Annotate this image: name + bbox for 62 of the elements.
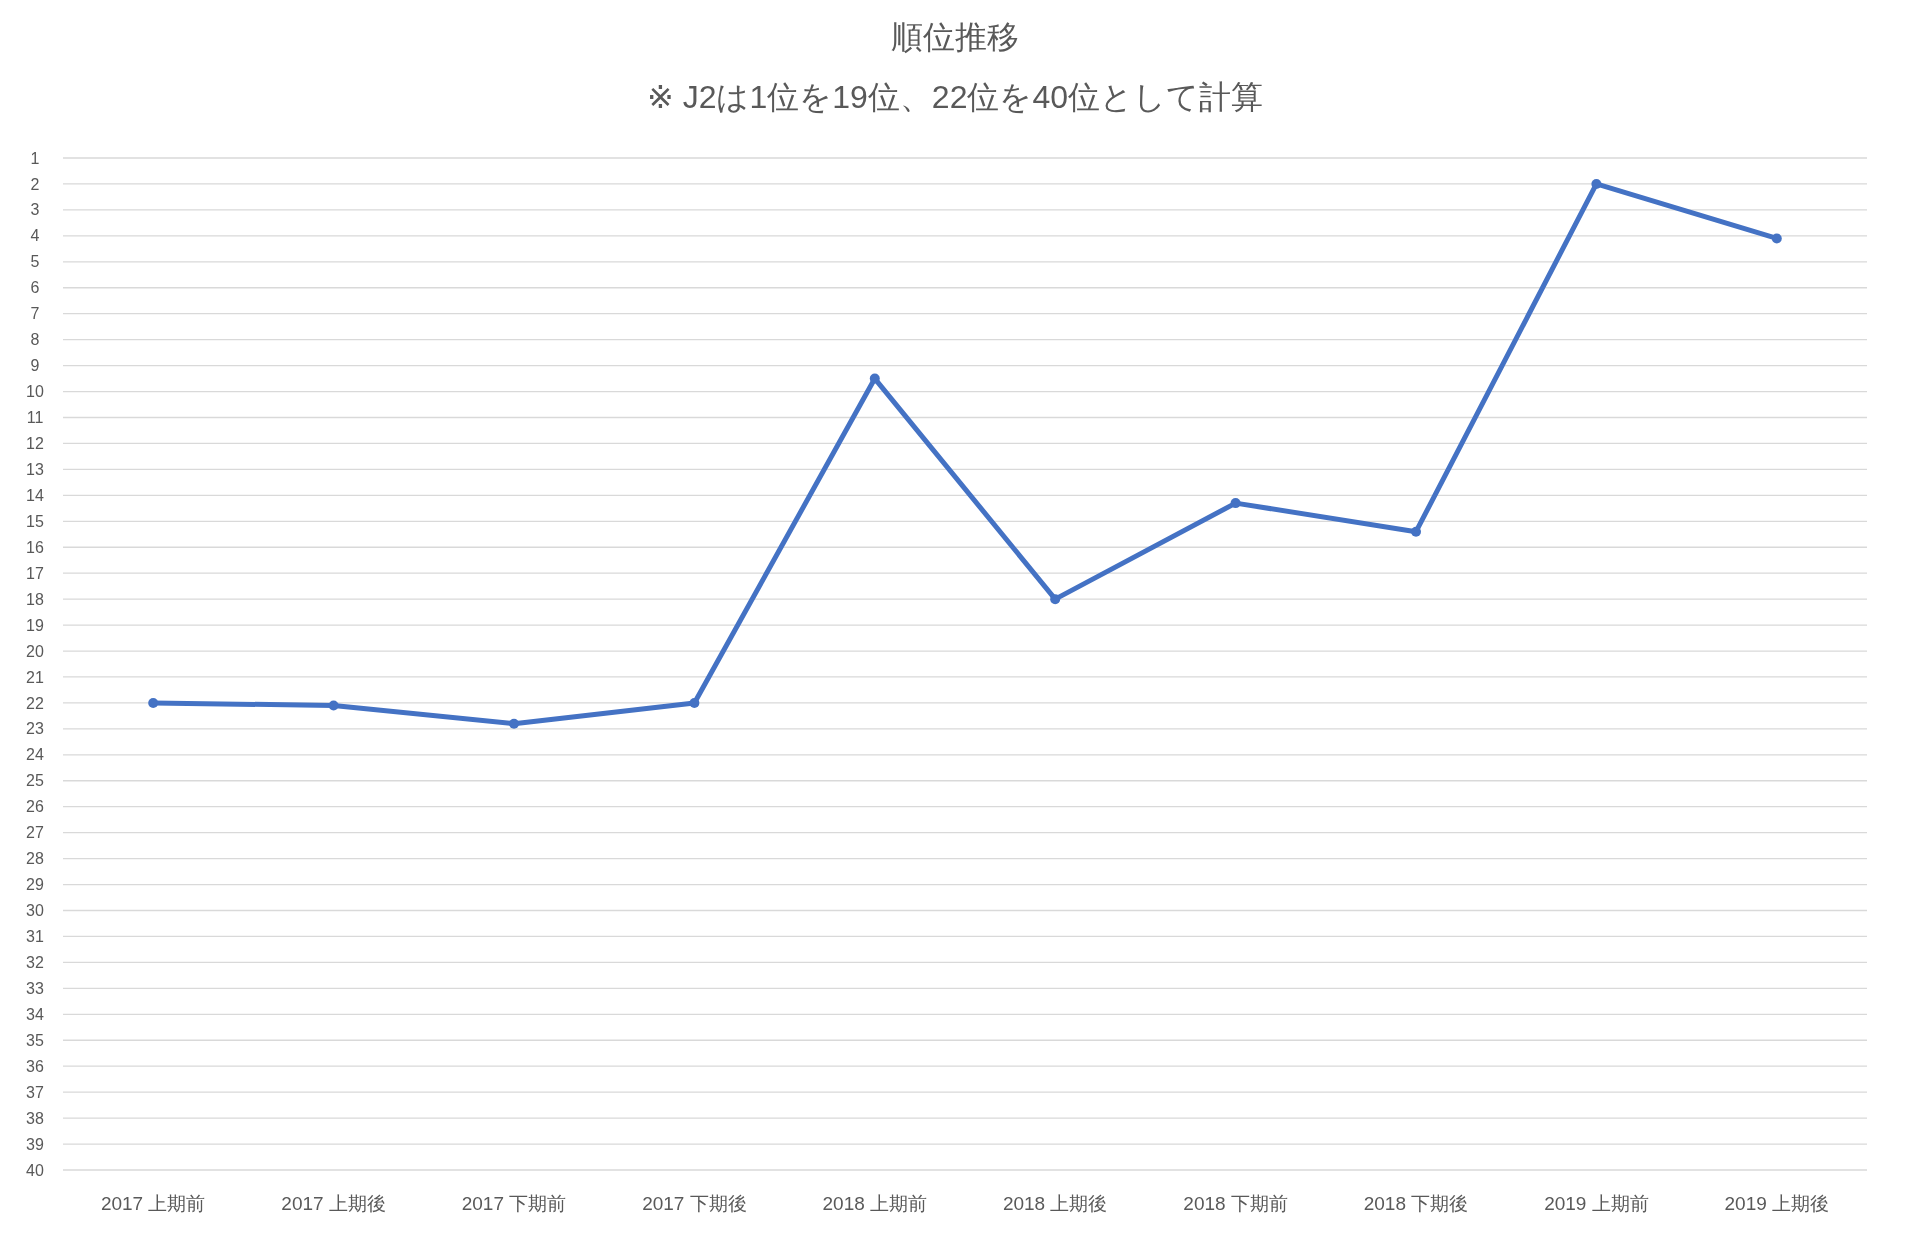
y-tick-label: 10 — [26, 383, 44, 401]
y-tick-label: 27 — [26, 824, 44, 842]
x-tick-label: 2019 上期前 — [1544, 1193, 1649, 1214]
y-tick-label: 7 — [30, 305, 40, 323]
y-tick-label: 9 — [30, 357, 40, 375]
y-tick-label: 13 — [26, 460, 44, 478]
y-tick-label: 39 — [26, 1135, 44, 1153]
x-tick-label: 2018 下期前 — [1183, 1193, 1288, 1214]
point — [1771, 233, 1782, 244]
y-tick-label: 26 — [26, 798, 44, 816]
y-tick-label: 23 — [26, 720, 44, 738]
y-tick-label: 3 — [30, 201, 40, 219]
x-tick-label: 2018 上期後 — [1002, 1193, 1108, 1214]
y-tick-label: 1 — [30, 149, 40, 167]
chart-title: 順位推移 — [891, 19, 1019, 55]
y-tick-label: 33 — [26, 979, 44, 997]
x-tick-label: 2017 上期前 — [100, 1193, 206, 1214]
y-tick-label: 40 — [26, 1161, 44, 1179]
x-tick-label: 2017 上期後 — [281, 1193, 386, 1214]
y-tick-label: 6 — [30, 279, 40, 297]
point — [1230, 498, 1241, 509]
point — [869, 373, 880, 384]
y-tick-label: 38 — [26, 1109, 44, 1127]
point — [689, 697, 700, 708]
y-tick-label: 22 — [26, 694, 44, 712]
chart-subtitle: ※ J2は1位を19位、22位を40位として計算 — [646, 79, 1264, 115]
x-tick-label: 2017 下期前 — [461, 1193, 567, 1214]
y-tick-label: 18 — [26, 590, 44, 608]
y-tick-label: 32 — [26, 954, 44, 972]
y-tick-label: 14 — [26, 486, 44, 504]
point — [1050, 594, 1061, 605]
x-tick-label: 2018 上期前 — [822, 1193, 928, 1214]
y-tick-label: 8 — [30, 331, 40, 349]
y-tick-label: 34 — [26, 1005, 44, 1023]
x-tick-label: 2018 下期後 — [1363, 1193, 1469, 1214]
y-tick-label: 37 — [26, 1083, 44, 1101]
y-tick-label: 36 — [26, 1057, 44, 1075]
y-tick-label: 12 — [26, 435, 44, 453]
point — [1591, 178, 1602, 189]
point — [148, 697, 159, 708]
y-tick-label: 5 — [30, 253, 40, 271]
y-tick-label: 30 — [26, 902, 44, 920]
y-tick-label: 20 — [26, 642, 44, 660]
y-tick-label: 16 — [26, 538, 44, 556]
point — [328, 700, 339, 711]
x-tick-label: 2017 下期後 — [642, 1193, 747, 1214]
y-tick-label: 31 — [26, 928, 44, 946]
y-tick-label: 29 — [26, 876, 44, 894]
y-tick-label: 11 — [26, 409, 44, 427]
y-tick-label: 15 — [26, 512, 44, 530]
y-tick-label: 21 — [26, 668, 44, 686]
y-tick-label: 4 — [30, 227, 40, 245]
y-tick-label: 35 — [26, 1031, 44, 1049]
y-tick-label: 24 — [26, 746, 44, 764]
y-tick-label: 25 — [26, 772, 44, 790]
y-tick-label: 28 — [26, 850, 44, 868]
y-tick-label: 17 — [26, 564, 44, 582]
point — [1411, 526, 1421, 537]
y-tick-label: 2 — [30, 175, 40, 193]
x-tick-label: 2019 上期後 — [1724, 1193, 1830, 1214]
point — [509, 718, 519, 729]
y-tick-label: 19 — [26, 616, 44, 634]
